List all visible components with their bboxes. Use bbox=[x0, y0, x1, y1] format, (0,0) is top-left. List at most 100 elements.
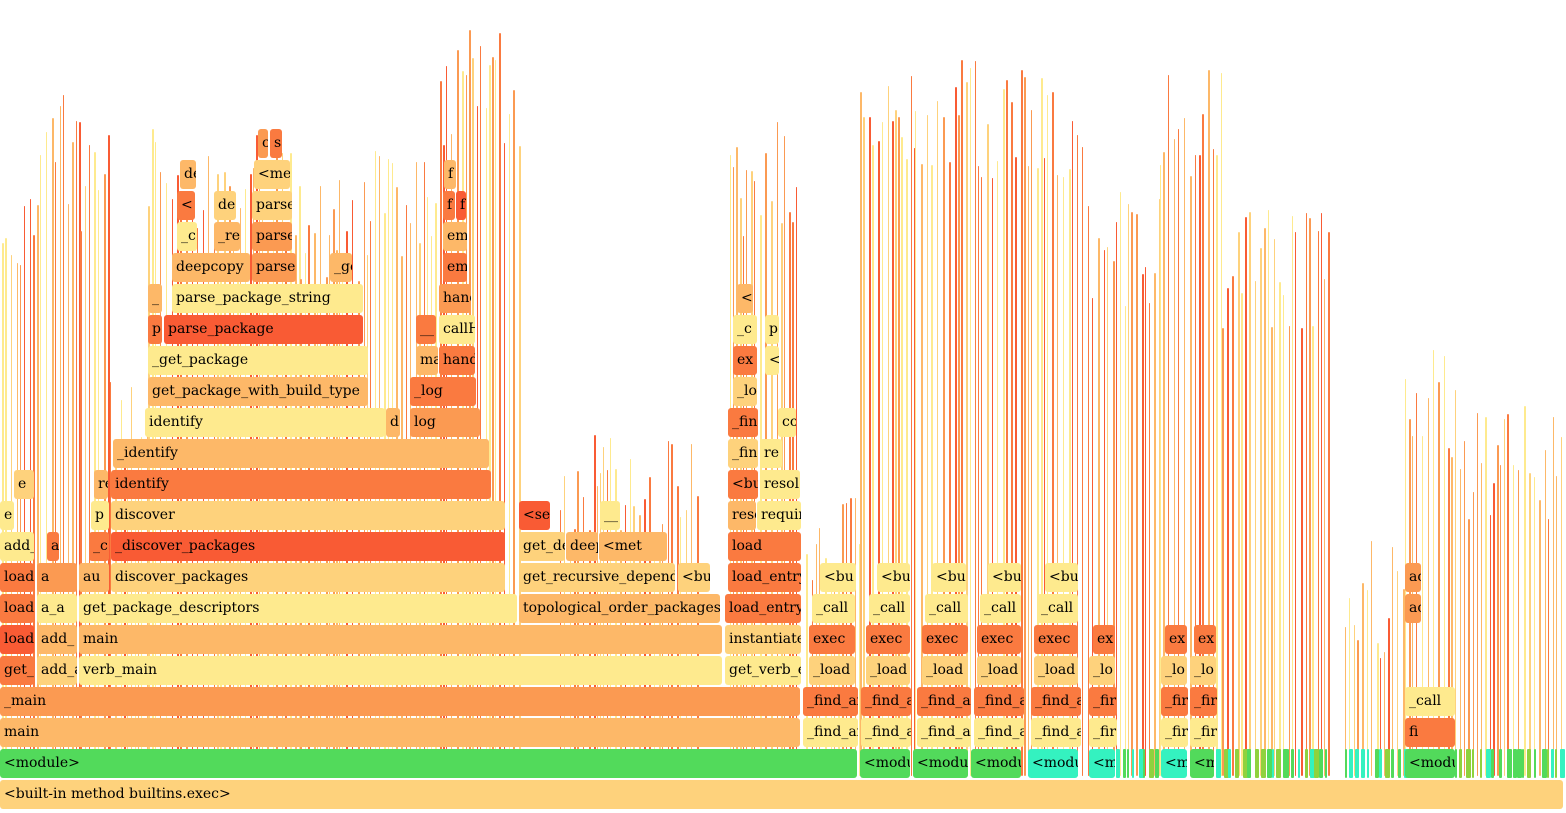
flame-frame[interactable]: get_recursive_dependen bbox=[519, 563, 675, 592]
flame-frame[interactable]: p bbox=[91, 501, 109, 530]
flame-frame[interactable]: p bbox=[148, 315, 162, 344]
flame-frame[interactable]: em bbox=[443, 222, 467, 251]
flame-frame[interactable]: parse bbox=[252, 222, 292, 251]
flame-frame[interactable]: add_p bbox=[0, 532, 34, 561]
flame-frame[interactable]: parse_package_string bbox=[172, 284, 363, 313]
flame-frame[interactable]: re bbox=[760, 439, 782, 468]
flame-frame[interactable]: re bbox=[94, 470, 108, 499]
flame-frame[interactable]: _find_ar bbox=[917, 718, 971, 747]
flame-frame[interactable]: exec bbox=[809, 625, 855, 654]
flame-frame[interactable]: e bbox=[0, 501, 14, 530]
flame-frame[interactable]: _load bbox=[977, 656, 1021, 685]
flame-frame[interactable]: f bbox=[444, 160, 456, 189]
flame-frame[interactable]: < bbox=[177, 191, 195, 220]
flame-frame[interactable]: augr bbox=[47, 532, 59, 561]
flame-frame[interactable]: discover_packages bbox=[111, 563, 505, 592]
flame-frame[interactable]: add_ bbox=[37, 625, 77, 654]
flame-frame[interactable]: _find_a bbox=[861, 687, 911, 716]
flame-frame[interactable]: <built-in method builtins.exec> bbox=[0, 780, 1563, 809]
flame-frame[interactable]: _fir bbox=[1089, 687, 1117, 716]
flame-frame[interactable]: ac bbox=[1405, 594, 1421, 623]
flame-frame[interactable] bbox=[148, 222, 160, 251]
flame-frame[interactable]: _fir bbox=[1190, 718, 1217, 747]
flame-frame[interactable]: <bu bbox=[1045, 563, 1078, 592]
flame-frame[interactable]: a bbox=[37, 563, 77, 592]
flame-frame[interactable]: _fir bbox=[1089, 718, 1117, 747]
flame-frame[interactable]: _call bbox=[812, 594, 855, 623]
flame-frame[interactable]: get_package_with_build_type bbox=[148, 377, 368, 406]
flame-frame[interactable]: <m bbox=[1089, 749, 1115, 778]
flame-frame[interactable]: <bu bbox=[988, 563, 1021, 592]
flame-frame[interactable]: get_verb_e bbox=[725, 656, 801, 685]
flame-frame[interactable]: au bbox=[79, 563, 109, 592]
flame-frame[interactable]: fi bbox=[1405, 718, 1455, 747]
flame-frame[interactable]: requir bbox=[757, 501, 801, 530]
flame-frame[interactable]: <modul bbox=[913, 749, 968, 778]
flame-frame[interactable]: _find_ar bbox=[803, 718, 858, 747]
flame-frame[interactable]: _fin bbox=[728, 439, 758, 468]
flame-frame[interactable]: load_entry bbox=[725, 594, 801, 623]
flame-frame[interactable]: get_ bbox=[0, 656, 34, 685]
flame-frame[interactable]: _ bbox=[148, 284, 162, 313]
flame-frame[interactable]: e bbox=[14, 470, 34, 499]
flame-frame[interactable]: parse_package bbox=[164, 315, 363, 344]
flame-frame[interactable]: hand bbox=[439, 284, 471, 313]
flame-frame[interactable]: _log bbox=[410, 377, 476, 406]
flame-frame[interactable]: _find_ar bbox=[803, 687, 858, 716]
flame-frame[interactable]: <modu bbox=[971, 749, 1021, 778]
flame-frame[interactable]: __ bbox=[416, 315, 436, 344]
flame-frame[interactable]: _main bbox=[0, 687, 800, 716]
flame-frame[interactable]: identify bbox=[145, 408, 385, 437]
flame-frame[interactable]: load bbox=[0, 563, 34, 592]
flame-frame[interactable]: _lo bbox=[1089, 656, 1115, 685]
flame-frame[interactable]: _identify bbox=[113, 439, 489, 468]
flame-frame[interactable]: d bbox=[386, 408, 400, 437]
flame-frame[interactable]: _find_a bbox=[974, 718, 1024, 747]
flame-frame[interactable]: exec bbox=[866, 625, 910, 654]
flame-frame[interactable]: load_entry bbox=[728, 563, 801, 592]
flame-frame[interactable]: < bbox=[737, 284, 753, 313]
flame-frame[interactable]: log bbox=[410, 408, 480, 437]
flame-frame[interactable]: parse bbox=[252, 191, 292, 220]
flame-frame[interactable]: _call bbox=[1037, 594, 1078, 623]
flame-frame[interactable]: _c bbox=[177, 222, 197, 251]
flame-frame[interactable]: load bbox=[0, 594, 34, 623]
flame-frame[interactable]: callH bbox=[439, 315, 475, 344]
flame-frame[interactable]: _load bbox=[1034, 656, 1078, 685]
flame-frame[interactable]: ex bbox=[1165, 625, 1187, 654]
flame-frame[interactable]: _call bbox=[925, 594, 968, 623]
flame-frame[interactable]: _load bbox=[866, 656, 910, 685]
flame-frame[interactable]: < bbox=[765, 346, 779, 375]
flame-frame[interactable]: _re bbox=[214, 222, 240, 251]
flame-frame[interactable]: <m bbox=[1161, 749, 1187, 778]
flame-frame[interactable]: co bbox=[778, 408, 796, 437]
flame-frame[interactable]: _discover_packages bbox=[111, 532, 505, 561]
flame-frame[interactable]: _find_a bbox=[1031, 687, 1081, 716]
flame-frame[interactable]: _find_a bbox=[861, 718, 911, 747]
flame-frame[interactable]: em bbox=[443, 253, 467, 282]
flame-frame[interactable]: <bu bbox=[820, 563, 856, 592]
flame-frame[interactable]: <m bbox=[1190, 749, 1214, 778]
flame-frame[interactable]: get_package_descriptors bbox=[79, 594, 517, 623]
flame-frame[interactable]: main bbox=[0, 718, 800, 747]
flame-frame[interactable]: <modu bbox=[860, 749, 910, 778]
flame-frame[interactable]: get_de bbox=[519, 532, 565, 561]
flame-frame[interactable]: <bu bbox=[877, 563, 910, 592]
flame-frame[interactable]: resol bbox=[760, 470, 800, 499]
flame-frame[interactable]: _load bbox=[922, 656, 968, 685]
flame-frame[interactable]: discover bbox=[111, 501, 505, 530]
flame-frame[interactable]: _load bbox=[809, 656, 855, 685]
flame-frame[interactable]: a_a bbox=[37, 594, 77, 623]
flame-frame[interactable]: _c bbox=[89, 532, 109, 561]
flame-frame[interactable]: add_a bbox=[37, 656, 77, 685]
flame-frame[interactable]: <bu bbox=[728, 470, 758, 499]
flame-frame[interactable]: p bbox=[765, 315, 779, 344]
flame-frame[interactable]: de bbox=[214, 191, 236, 220]
flame-frame[interactable]: exec bbox=[977, 625, 1021, 654]
flame-frame[interactable]: main bbox=[79, 625, 722, 654]
flame-frame[interactable]: ex bbox=[733, 346, 757, 375]
flame-frame[interactable]: ac bbox=[1405, 563, 1421, 592]
flame-frame[interactable]: instantiate_ bbox=[725, 625, 801, 654]
flame-frame[interactable]: _call bbox=[1405, 687, 1455, 716]
flame-frame[interactable]: f bbox=[456, 191, 466, 220]
